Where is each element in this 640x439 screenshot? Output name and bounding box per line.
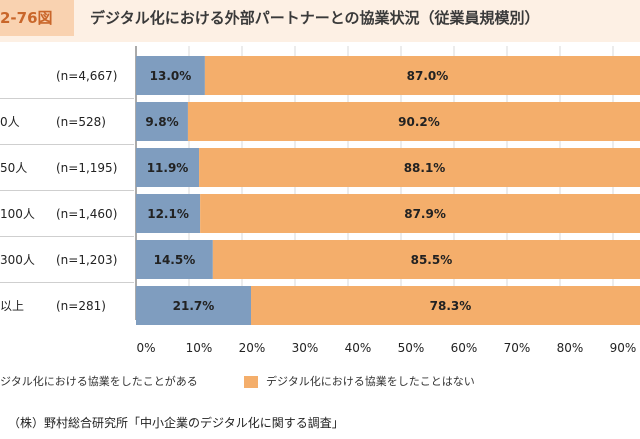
bar-segment-yes <box>136 148 200 187</box>
row-sample-size: (n=281) <box>56 298 106 313</box>
figure-title: デジタル化における外部パートナーとの協業状況（従業員規模別） <box>90 9 540 27</box>
row-separator <box>0 236 134 237</box>
row-category-label: 100人 <box>0 206 35 221</box>
data-label-no: 87.9% <box>404 207 446 221</box>
bar-segment-yes <box>136 286 252 325</box>
legend-swatch-no <box>244 376 258 388</box>
legend-label-yes: ジタル化における協業をしたことがある <box>0 375 198 388</box>
x-tick-label: 70% <box>504 341 531 355</box>
bar-segment-no <box>212 240 640 279</box>
data-label-yes: 21.7% <box>173 299 215 313</box>
bar-segment-yes <box>136 240 213 279</box>
data-label-no: 90.2% <box>398 115 440 129</box>
row-separator <box>0 144 134 145</box>
row-sample-size: (n=1,203) <box>56 252 118 267</box>
stacked-bar-chart: 13.0% 87.0% 9.8% 90.2% 11.9% 88.1% 12.1% 87.9% 1… <box>135 46 640 355</box>
data-label-yes: 14.5% <box>154 253 196 267</box>
row-separator <box>0 282 134 283</box>
bar-segment-yes <box>136 194 201 233</box>
figure-number: 2-76図 <box>0 0 74 36</box>
row-category-label: 0人 <box>0 114 20 129</box>
row-sample-size: (n=4,667) <box>56 68 118 83</box>
bar-segment-yes <box>136 102 188 141</box>
row-category-label: 300人 <box>0 252 35 267</box>
data-label-no: 87.0% <box>407 69 449 83</box>
row-category-label: 50人 <box>0 160 28 175</box>
row-sample-size: (n=1,460) <box>56 206 118 221</box>
bar-segment-no <box>251 286 640 325</box>
bar-segment-yes <box>136 56 205 95</box>
data-label-yes: 13.0% <box>150 69 192 83</box>
row-sample-size: (n=1,195) <box>56 160 118 175</box>
x-tick-label: 80% <box>557 341 584 355</box>
data-label-yes: 12.1% <box>147 207 189 221</box>
data-label-no: 78.3% <box>430 299 472 313</box>
bar-segment-no <box>199 148 640 187</box>
x-tick-label: 60% <box>451 341 478 355</box>
legend-label-no: デジタル化における協業をしたことはない <box>266 375 475 388</box>
x-tick-label: 40% <box>345 341 372 355</box>
figure-header: 2-76図 デジタル化における外部パートナーとの協業状況（従業員規模別） <box>0 0 640 42</box>
row-separator <box>0 190 134 191</box>
row-category-label: 以上 <box>0 298 25 313</box>
x-tick-label: 90% <box>610 341 637 355</box>
source-note: （株）野村総合研究所「中小企業のデジタル化に関する調査」 <box>8 416 344 430</box>
row-separator <box>0 98 134 99</box>
bar-segment-no <box>200 194 640 233</box>
x-tick-label: 0% <box>136 341 155 355</box>
row-sample-size: (n=528) <box>56 114 106 129</box>
x-tick-label: 50% <box>398 341 425 355</box>
bar-segment-no <box>187 102 640 141</box>
data-label-no: 85.5% <box>411 253 453 267</box>
data-label-yes: 11.9% <box>147 161 189 175</box>
x-tick-label: 10% <box>186 341 213 355</box>
data-label-yes: 9.8% <box>145 115 178 129</box>
bar-segment-no <box>204 56 640 95</box>
x-tick-label: 20% <box>239 341 266 355</box>
x-tick-label: 30% <box>292 341 319 355</box>
data-label-no: 88.1% <box>404 161 446 175</box>
